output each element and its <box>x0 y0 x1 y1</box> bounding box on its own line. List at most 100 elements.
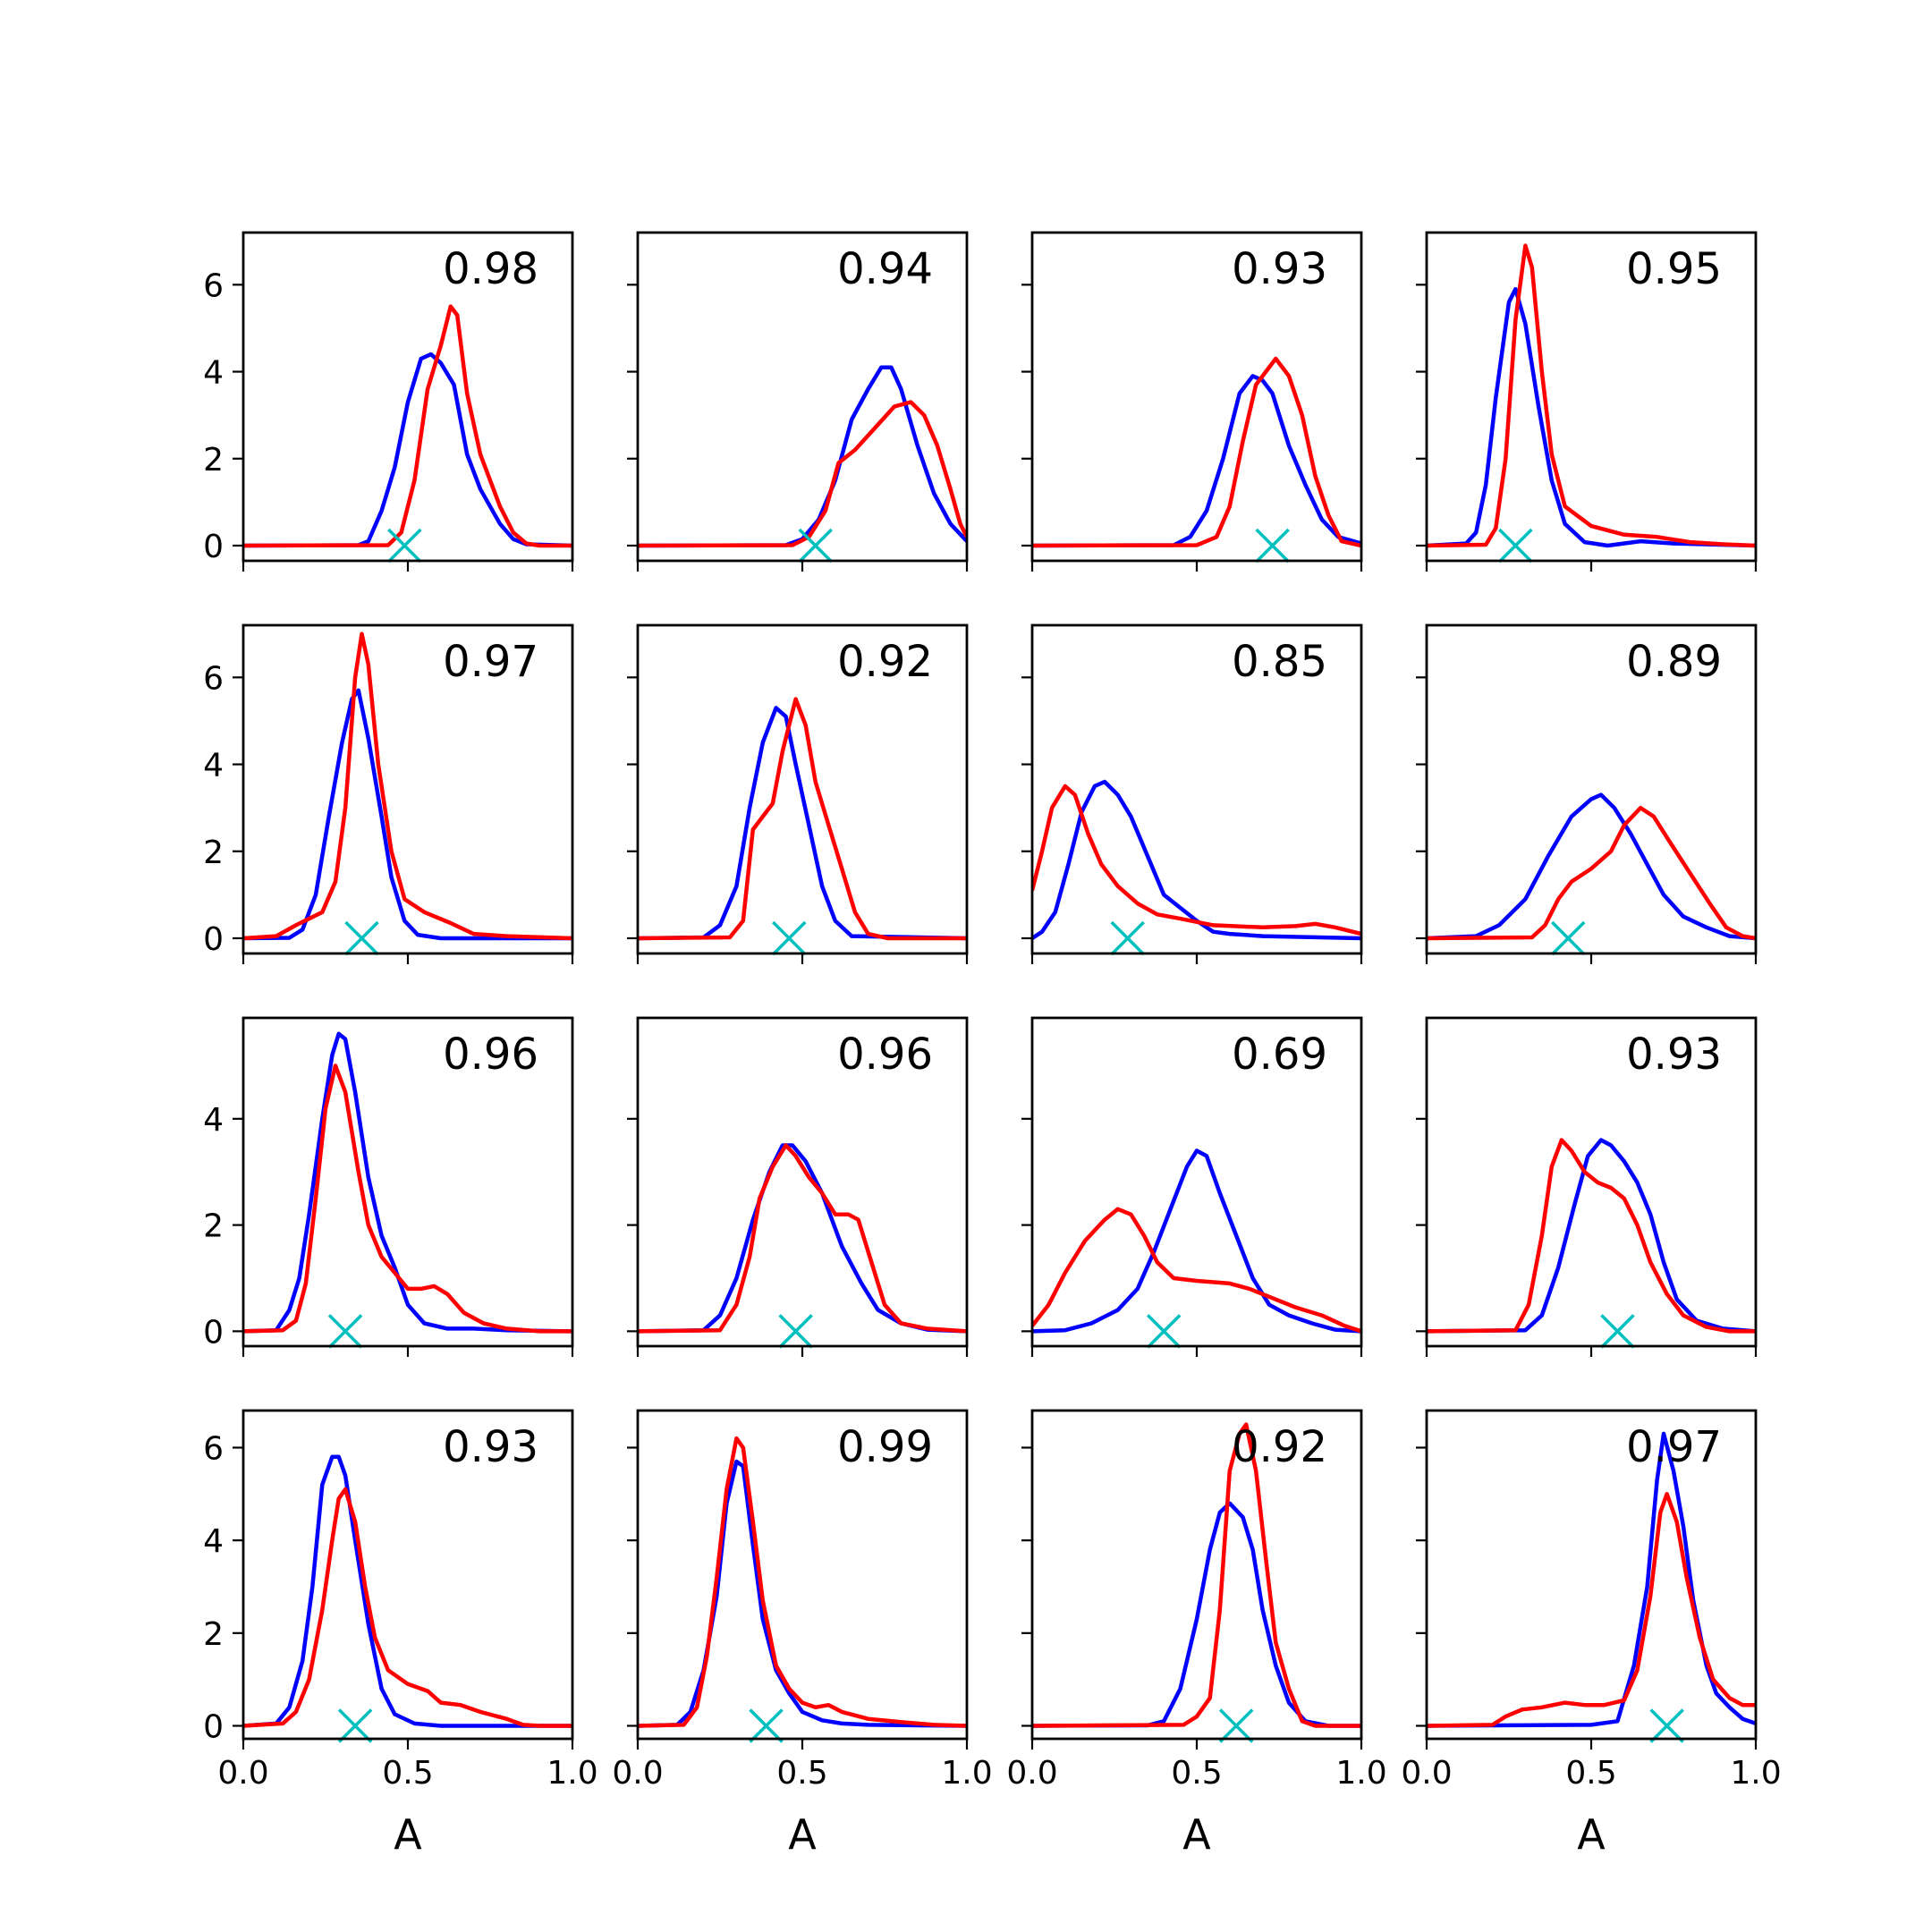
red-density-line <box>1427 1138 1756 1334</box>
cross-marker <box>1649 1708 1684 1743</box>
cross-marker <box>1498 528 1533 564</box>
y-tick-label: 2 <box>203 835 224 871</box>
cross-marker <box>1146 1314 1182 1349</box>
x-axis-ticks <box>636 1346 969 1357</box>
panel-annotation: 0.89 <box>1626 637 1722 687</box>
red-density-line <box>638 697 967 941</box>
panel-annotation: 0.69 <box>1232 1030 1327 1080</box>
y-axis-ticks: 0 2 4 <box>203 1102 243 1351</box>
cross-marker <box>387 528 422 564</box>
subplot-1-1: 0 2 4 6 0.98 <box>203 231 574 572</box>
y-tick-label: 6 <box>203 1430 224 1467</box>
panel-annotation: 0.97 <box>1626 1422 1722 1472</box>
y-axis-ticks: 0 2 4 6 <box>203 1430 243 1745</box>
cross-marker <box>772 920 807 956</box>
blue-density-line <box>1032 374 1361 548</box>
red-density-line <box>1032 1207 1361 1334</box>
subplot-1-2: 0.94 <box>627 231 969 572</box>
red-density-line <box>1427 805 1756 941</box>
y-tick-label: 4 <box>203 355 224 392</box>
x-axis-ticks: 0.0 0.5 1.0 <box>612 1739 993 1792</box>
y-axis-ticks <box>627 1446 638 1727</box>
panel-annotation: 0.93 <box>443 1422 538 1472</box>
red-density-line <box>638 1436 967 1728</box>
x-tick-label: 0.0 <box>612 1755 663 1792</box>
x-axis-ticks <box>242 953 574 964</box>
blue-density-line <box>1427 1138 1756 1334</box>
x-tick-label: 0.5 <box>1565 1755 1616 1792</box>
red-density-line <box>638 400 967 548</box>
blue-density-line <box>638 706 967 941</box>
y-tick-label: 4 <box>203 748 224 784</box>
cross-marker <box>1218 1708 1254 1743</box>
y-axis-ticks: 0 2 4 6 <box>203 660 243 958</box>
subplot-3-3: 0.69 <box>1021 1016 1363 1357</box>
x-axis-ticks: 0.0 0.5 1.0 <box>1401 1739 1782 1792</box>
y-axis-ticks <box>1416 1446 1427 1727</box>
subplot-4-2: 0.0 0.5 1.0 0.99 A <box>612 1409 993 1859</box>
y-tick-label: 2 <box>203 442 224 479</box>
y-axis-ticks <box>1416 1117 1427 1333</box>
red-density-line <box>243 1063 572 1334</box>
y-tick-label: 4 <box>203 1102 224 1139</box>
red-density-line <box>1427 243 1756 548</box>
cross-marker <box>327 1314 363 1349</box>
cross-marker <box>778 1314 813 1349</box>
y-tick-label: 0 <box>203 1708 224 1745</box>
subplot-2-2: 0.92 <box>627 623 969 964</box>
axes-frame <box>636 1016 969 1348</box>
blue-density-line <box>243 1454 572 1728</box>
panel-annotation: 0.94 <box>837 244 933 294</box>
red-density-line <box>1032 784 1361 936</box>
panel-annotation: 0.93 <box>1626 1030 1722 1080</box>
x-axis-ticks: 0.0 0.5 1.0 <box>1006 1739 1387 1792</box>
panel-annotation: 0.99 <box>837 1422 933 1472</box>
blue-density-line <box>243 1031 572 1334</box>
y-axis-ticks <box>1416 676 1427 940</box>
x-tick-label: 0.0 <box>1401 1755 1452 1792</box>
x-axis-ticks <box>1425 1346 1758 1357</box>
subplot-4-4: 0.0 0.5 1.0 0.97 A <box>1401 1409 1782 1859</box>
red-density-line <box>1032 1422 1361 1728</box>
blue-density-line <box>638 1459 967 1728</box>
axes-frame <box>1425 231 1758 563</box>
axes-frame <box>242 623 574 955</box>
axes-frame <box>1030 231 1363 563</box>
axes-frame <box>1425 623 1758 955</box>
y-axis-ticks <box>627 676 638 940</box>
cross-marker <box>1110 920 1145 956</box>
subplot-1-3: 0.93 <box>1021 231 1363 572</box>
blue-density-line <box>638 1143 967 1334</box>
y-tick-label: 0 <box>203 529 224 565</box>
x-tick-label: 0.5 <box>776 1755 827 1792</box>
x-axis-label: A <box>1577 1810 1606 1859</box>
x-axis-ticks <box>636 561 969 572</box>
y-axis-ticks <box>1021 676 1032 940</box>
red-density-line <box>1427 1492 1756 1728</box>
y-tick-label: 0 <box>203 1314 224 1351</box>
x-tick-label: 0.5 <box>1171 1755 1222 1792</box>
y-tick-label: 6 <box>203 267 224 304</box>
subplot-3-1: 0 2 4 0.96 <box>203 1016 574 1357</box>
subplot-3-2: 0.96 <box>627 1016 969 1357</box>
axes-frame <box>636 623 969 955</box>
x-tick-label: 1.0 <box>1730 1755 1781 1792</box>
x-axis-ticks <box>1030 561 1363 572</box>
x-axis-ticks <box>242 561 574 572</box>
red-density-line <box>243 1487 572 1728</box>
cross-marker <box>337 1708 373 1743</box>
cross-marker <box>1255 528 1290 564</box>
subplot-2-4: 0.89 <box>1416 623 1758 964</box>
cross-marker <box>344 920 379 956</box>
panel-annotation: 0.95 <box>1626 244 1722 294</box>
panel-annotation: 0.96 <box>443 1030 538 1080</box>
x-axis-label: A <box>788 1810 817 1859</box>
axes-frame <box>1425 1409 1758 1741</box>
axes-frame <box>1030 623 1363 955</box>
x-axis-label: A <box>394 1810 422 1859</box>
x-tick-label: 0.5 <box>382 1755 433 1792</box>
x-tick-label: 1.0 <box>941 1755 992 1792</box>
y-axis-ticks <box>1021 1446 1032 1727</box>
axes-frame <box>242 1016 574 1348</box>
